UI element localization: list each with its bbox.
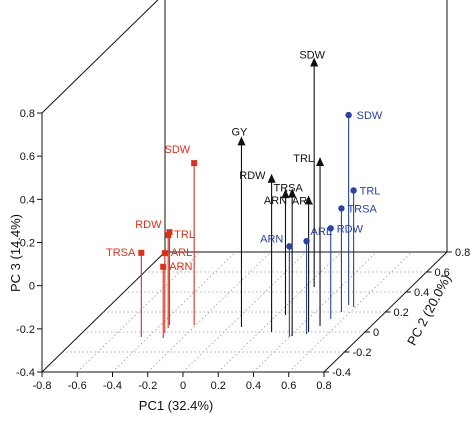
- x-axis-title: PC1 (32.4%): [139, 398, 213, 413]
- point-label: RDW: [337, 223, 364, 235]
- box-edge: [41, 0, 159, 114]
- arrow-marker: [310, 57, 319, 67]
- floor-grid-line: [76, 251, 201, 373]
- point-label: SDW: [164, 144, 190, 156]
- square-marker: [161, 250, 168, 257]
- axis-ticks: -0.8 -0.6 -0.4 -0.2 0 0.2 0.4 0.6 0.8-0.4-0.200.…: [16, 108, 470, 392]
- arrow-marker: [281, 189, 290, 199]
- x-tick-label: -0.8: [33, 380, 52, 392]
- x-tick-label: 0.6: [281, 380, 296, 392]
- circle-marker: [345, 111, 352, 119]
- y-tick-label: 0.8: [455, 247, 470, 259]
- x-tick-label: -0.4: [103, 380, 122, 392]
- point-label: RDW: [135, 219, 162, 231]
- z-tick-label: -0.2: [16, 324, 35, 336]
- z-tick-label: 0.8: [20, 108, 35, 120]
- arrow-marker: [304, 195, 313, 205]
- circle-marker: [303, 237, 310, 245]
- point-label: GY: [232, 126, 249, 138]
- x-tick-label: -0.2: [138, 380, 157, 392]
- point-label: ARN: [260, 233, 283, 245]
- y-tick-label: -0.4: [332, 367, 351, 379]
- y-tick-label: 0.6: [435, 267, 450, 279]
- z-axis-title: PC 3 (14.4%): [8, 214, 23, 292]
- floor-grid-line: [253, 251, 377, 373]
- circle-marker: [286, 243, 293, 250]
- z-tick-label: 0: [29, 281, 35, 293]
- circle-marker: [350, 187, 357, 194]
- circle-marker: [338, 205, 345, 212]
- floor-grid-line: [112, 251, 236, 373]
- data-markers: [138, 57, 357, 270]
- point-label: TRL: [174, 229, 195, 241]
- point-label: ARN: [264, 195, 287, 207]
- z-tick-label: 0.2: [20, 238, 35, 250]
- point-label: TRL: [293, 153, 314, 165]
- z-tick-label: -0.4: [16, 367, 35, 379]
- square-marker: [138, 249, 145, 256]
- point-label: ARL: [311, 226, 332, 238]
- plot-box: [41, 0, 448, 373]
- y-axis-title: PC 2 (20.0%): [404, 272, 454, 348]
- x-tick-label: -0.6: [68, 380, 87, 392]
- x-tick-label: 0.4: [246, 380, 261, 392]
- square-marker: [160, 263, 167, 270]
- arrow-marker: [288, 188, 297, 198]
- z-tick-label: 0.6: [20, 151, 35, 163]
- point-label: TRSA: [273, 183, 303, 195]
- y-tick-label: -0.2: [353, 347, 372, 359]
- point-label: SDW: [357, 110, 383, 122]
- point-label: ARL: [292, 195, 313, 207]
- y-tick-label: 0.4: [414, 287, 429, 299]
- floor-grid-line: [288, 251, 413, 373]
- arrow-marker: [316, 156, 325, 166]
- z-tick-label: 0.4: [20, 194, 35, 206]
- point-label: RDW: [239, 170, 266, 182]
- y-tick-label: 0.2: [394, 307, 409, 319]
- point-label: TRSA: [347, 203, 377, 215]
- arrow-marker: [267, 173, 276, 183]
- y-tick-label: 0: [373, 327, 379, 339]
- square-marker: [166, 229, 173, 236]
- x-tick-label: 0.2: [211, 380, 226, 392]
- circle-marker: [327, 225, 334, 232]
- arrow-marker: [237, 136, 246, 146]
- point-label: SDW: [299, 50, 325, 62]
- square-marker: [191, 160, 198, 167]
- point-label: TRL: [360, 185, 381, 197]
- point-label: TRSA: [106, 247, 136, 259]
- drop-lines: [140, 62, 355, 338]
- x-tick-label: 0.8: [316, 380, 331, 392]
- x-tick-label: 0: [180, 380, 186, 392]
- floor-grid-line: [147, 251, 272, 373]
- point-label: ARL: [171, 247, 192, 259]
- point-label: ARN: [169, 261, 192, 273]
